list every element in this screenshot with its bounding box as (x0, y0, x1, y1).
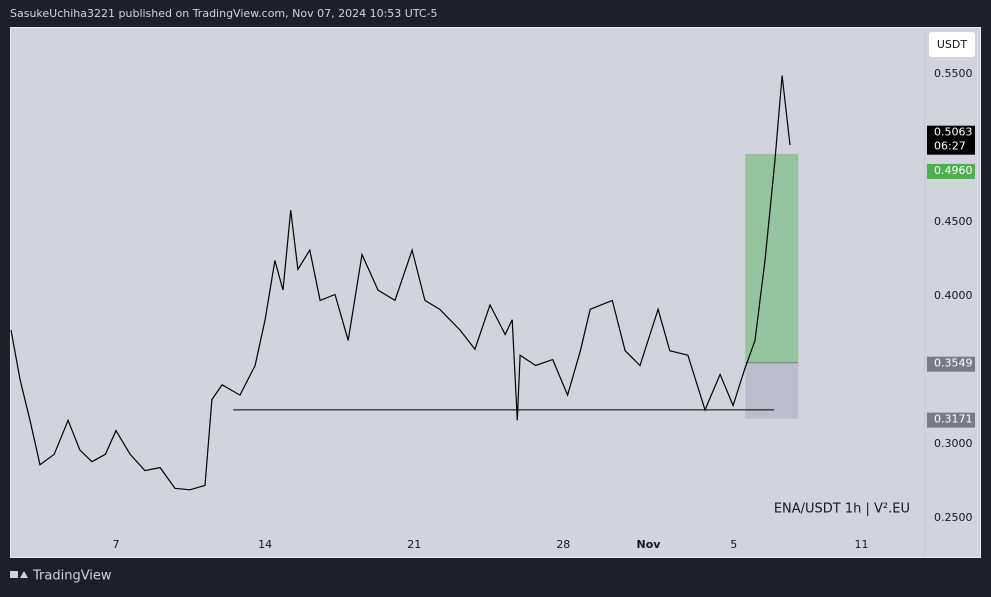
y-tick-label: 0.2500 (934, 511, 973, 524)
chart-area (10, 27, 981, 558)
footer-logo (10, 571, 28, 578)
y-tick-label: 0.4000 (934, 289, 973, 302)
target-label: 0.4960 (934, 164, 973, 177)
symbol-legend: ENA/USDT 1h | V².EU (774, 502, 910, 517)
loss-zone (745, 362, 799, 419)
price-line (10, 75, 791, 491)
x-tick-label: 11 (855, 538, 869, 551)
x-tick-label: 28 (556, 538, 570, 551)
x-tick-label: Nov (637, 538, 662, 551)
currency-button[interactable] (929, 32, 975, 57)
currency[interactable]: USDT (937, 38, 968, 51)
y-tick-label: 0.5500 (934, 67, 973, 80)
header: SasukeUchiha3221 published on TradingVie… (10, 7, 438, 20)
footer: TradingView (32, 569, 112, 584)
last-price-bg (927, 125, 975, 155)
profit-zone (745, 153, 799, 363)
x-tick-label: 14 (258, 538, 272, 551)
y-tick-label: 0.4500 (934, 215, 973, 228)
stop-label: 0.3171 (934, 413, 973, 426)
x-tick-label: 5 (730, 538, 737, 551)
entry-label-bg (927, 356, 975, 372)
entry-label: 0.3549 (934, 357, 973, 370)
last-price: 0.5063 (934, 126, 973, 139)
x-tick-label: 21 (407, 538, 421, 551)
x-tick-label: 7 (113, 538, 120, 551)
countdown: 06:27 (934, 140, 966, 153)
y-tick-label: 0.3000 (934, 437, 973, 450)
stop-label-bg (927, 412, 975, 428)
target-label-bg (927, 163, 975, 179)
